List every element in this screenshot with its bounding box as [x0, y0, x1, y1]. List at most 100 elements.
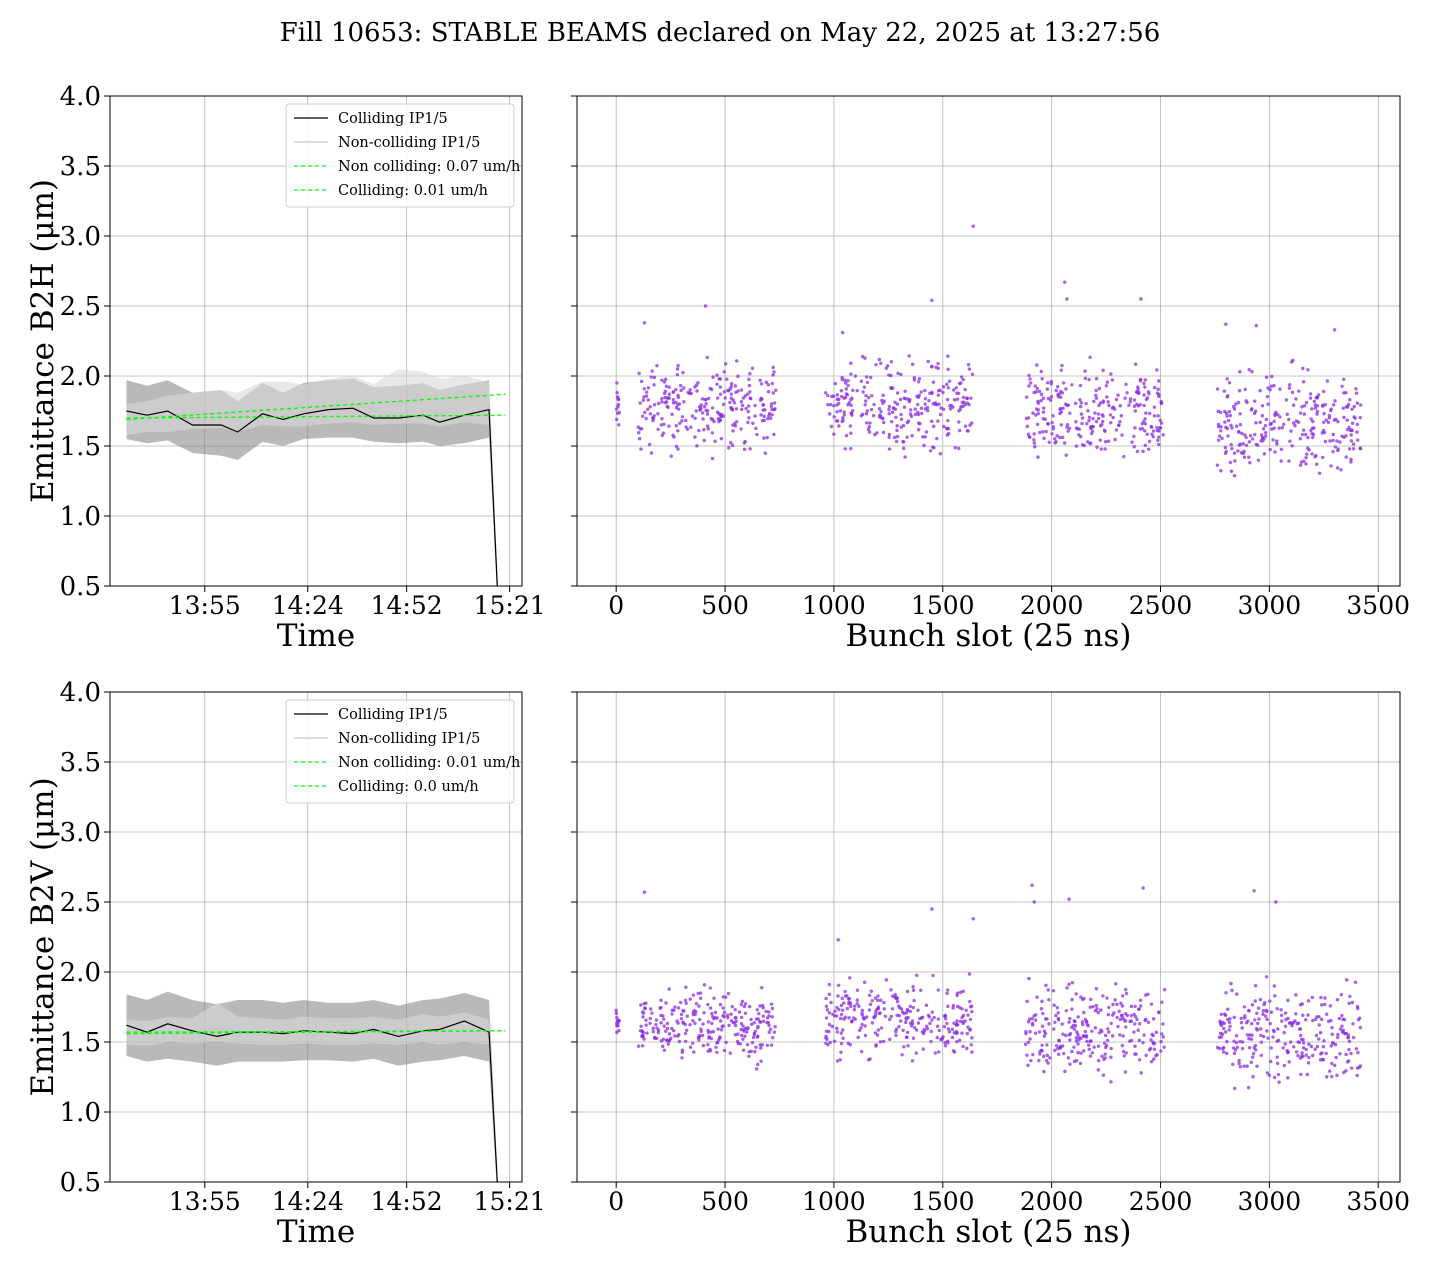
data-point [1064, 1033, 1068, 1038]
data-point [961, 1044, 965, 1049]
data-point [1342, 415, 1346, 420]
data-point [1087, 418, 1091, 423]
data-point [1132, 398, 1137, 402]
data-point [1235, 1045, 1240, 1050]
data-point [838, 1016, 843, 1021]
data-point [674, 423, 678, 428]
data-point [767, 1023, 771, 1028]
data-point [1038, 1052, 1042, 1056]
data-point [717, 419, 721, 424]
data-point [1065, 425, 1069, 429]
data-point [916, 1008, 920, 1013]
data-point [671, 1028, 676, 1033]
panel-bottom-left: 0.51.01.52.02.53.03.54.013:55 14:24 14:52 1… [25, 678, 546, 1250]
data-point [1228, 1024, 1232, 1028]
data-point [909, 1024, 914, 1028]
data-point [691, 1019, 695, 1023]
data-point [1046, 1061, 1050, 1065]
data-point [1158, 426, 1163, 430]
data-point [1155, 391, 1160, 395]
data-point [1132, 434, 1136, 439]
data-point [1111, 1013, 1115, 1017]
data-point [1301, 1038, 1305, 1042]
data-point [1315, 462, 1319, 466]
data-point [894, 1027, 899, 1031]
data-point [1298, 1027, 1303, 1031]
data-point [758, 1019, 762, 1024]
data-point [861, 390, 865, 394]
data-point [1277, 1080, 1281, 1084]
data-point [694, 1009, 698, 1014]
data-point [1072, 1027, 1077, 1031]
data-point [961, 989, 965, 994]
data-point [897, 1013, 902, 1018]
data-point [1267, 1073, 1272, 1077]
data-point [1218, 1021, 1223, 1025]
data-point [754, 1017, 759, 1021]
data-point [1132, 445, 1136, 449]
data-point [641, 1015, 645, 1019]
data-point [1341, 1028, 1346, 1033]
data-point [755, 1008, 759, 1012]
data-point [889, 419, 894, 424]
data-point [1060, 435, 1065, 440]
data-point [1149, 1002, 1154, 1006]
data-point [1121, 994, 1125, 998]
data-point [862, 980, 867, 985]
y-tick-label: 0.5 [60, 1168, 101, 1198]
data-point [835, 397, 839, 401]
data-point [842, 396, 846, 400]
data-point [1264, 417, 1269, 422]
data-point [1347, 425, 1351, 430]
x-tick-label: 1000 [802, 591, 866, 620]
outlier-point [1065, 297, 1069, 301]
data-point [711, 375, 715, 379]
data-point [1074, 444, 1079, 448]
data-point [1155, 425, 1159, 430]
data-point [719, 1028, 724, 1032]
data-point [1091, 1004, 1095, 1009]
data-point [833, 381, 838, 386]
data-point [702, 438, 706, 443]
data-point [1087, 415, 1092, 420]
data-point [1129, 1019, 1134, 1023]
data-point [1250, 1055, 1255, 1059]
data-point [929, 1039, 933, 1044]
data-point [1302, 412, 1307, 416]
data-point [1136, 1028, 1140, 1032]
data-point [702, 1011, 706, 1015]
data-point [1033, 384, 1038, 388]
data-point [845, 393, 850, 397]
data-point [765, 435, 769, 440]
data-point [901, 440, 905, 444]
data-point [1288, 1020, 1292, 1025]
data-point [1237, 1061, 1241, 1066]
data-point [1234, 402, 1238, 406]
data-point [1349, 457, 1353, 462]
data-point [1109, 1055, 1113, 1059]
data-point [1068, 1016, 1072, 1021]
data-point [662, 391, 667, 396]
data-point [925, 405, 930, 410]
data-point [1261, 427, 1266, 431]
data-point [1040, 1043, 1044, 1047]
data-point [1023, 1042, 1028, 1047]
data-point [1113, 437, 1117, 442]
data-point [710, 456, 715, 461]
data-point [1070, 1025, 1074, 1030]
data-point [910, 1019, 915, 1023]
data-point [1309, 417, 1313, 421]
data-point [1132, 1012, 1136, 1017]
data-point [1321, 404, 1325, 408]
data-point [901, 1028, 905, 1033]
data-point [1149, 1038, 1153, 1042]
data-point [842, 413, 846, 417]
data-point [863, 403, 867, 407]
data-point [841, 1001, 846, 1005]
data-point [1024, 1031, 1028, 1036]
data-point [1147, 1048, 1152, 1052]
data-point [670, 1012, 674, 1016]
data-point [1027, 1017, 1032, 1021]
data-point [1238, 412, 1242, 416]
data-point [1298, 1003, 1303, 1007]
